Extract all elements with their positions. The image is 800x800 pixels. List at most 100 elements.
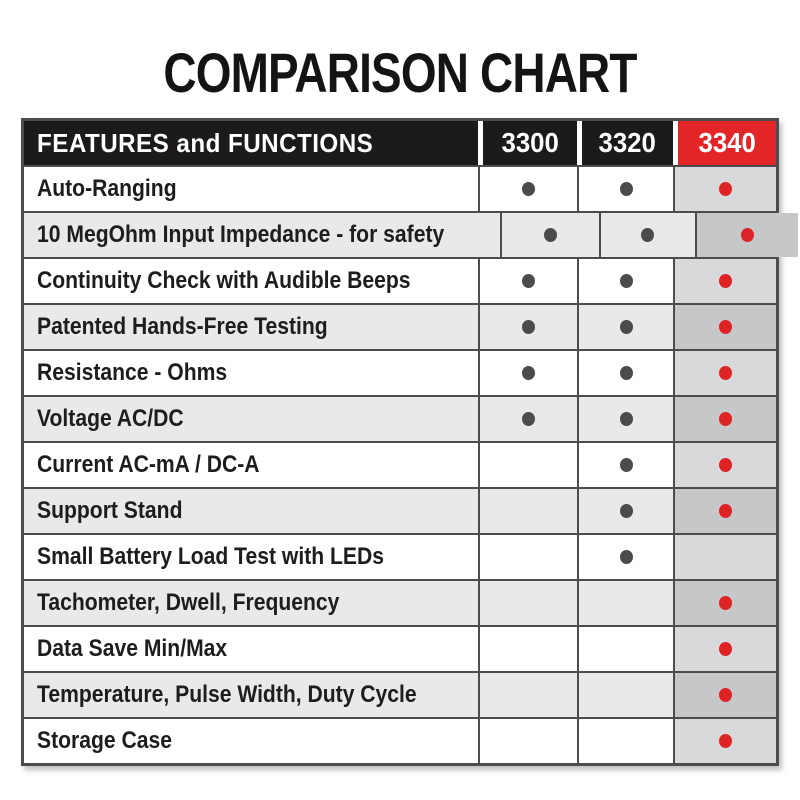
feature-present-cell xyxy=(673,259,776,303)
table-row: Tachometer, Dwell, Frequency xyxy=(24,579,776,625)
feature-present-cell xyxy=(478,167,577,211)
feature-present-cell xyxy=(478,397,577,441)
table-row: Current AC-mA / DC-A xyxy=(24,441,776,487)
feature-present-cell xyxy=(598,213,695,257)
feature-label-cell: Temperature, Pulse Width, Duty Cycle xyxy=(24,673,478,717)
dot-icon xyxy=(522,412,535,426)
feature-absent-cell xyxy=(577,719,673,763)
features-column-header-label: FEATURES and FUNCTIONS xyxy=(37,127,374,158)
feature-present-cell xyxy=(673,581,776,625)
dot-icon xyxy=(719,366,732,380)
feature-label-cell: Patented Hands-Free Testing xyxy=(24,305,478,349)
dot-icon xyxy=(619,182,633,196)
feature-absent-cell xyxy=(478,443,577,487)
feature-label: Data Save Min/Max xyxy=(37,635,228,662)
feature-present-cell xyxy=(673,443,776,487)
feature-present-cell xyxy=(577,489,673,533)
feature-present-cell xyxy=(577,397,673,441)
feature-absent-cell xyxy=(478,673,577,717)
dot-icon xyxy=(719,458,732,472)
dot-icon xyxy=(719,688,732,702)
feature-present-cell xyxy=(673,627,776,671)
dot-icon xyxy=(619,550,633,564)
feature-label: Support Stand xyxy=(37,497,183,524)
table-row: Storage Case xyxy=(24,717,776,763)
table-row: Small Battery Load Test with LEDs xyxy=(24,533,776,579)
comparison-table: FEATURES and FUNCTIONS 3300 3320 3340 Au… xyxy=(21,118,798,766)
dot-icon xyxy=(719,182,732,196)
product-column-header-label: 3300 xyxy=(501,127,559,158)
feature-present-cell xyxy=(577,351,673,395)
feature-label: Tachometer, Dwell, Frequency xyxy=(37,589,340,616)
feature-label: Patented Hands-Free Testing xyxy=(37,313,328,340)
product-column-header-3340-highlighted: 3340 xyxy=(678,121,776,165)
feature-label-cell: Data Save Min/Max xyxy=(24,627,478,671)
feature-label-cell: Storage Case xyxy=(24,719,478,763)
feature-label: Auto-Ranging xyxy=(37,175,177,202)
table-row: Voltage AC/DC xyxy=(24,395,776,441)
dot-icon xyxy=(522,320,535,334)
feature-absent-cell xyxy=(478,627,577,671)
product-column-header-label: 3340 xyxy=(698,127,756,158)
feature-label: Small Battery Load Test with LEDs xyxy=(37,543,384,570)
feature-label-cell: Voltage AC/DC xyxy=(24,397,478,441)
table-row: Data Save Min/Max xyxy=(24,625,776,671)
table-row: Patented Hands-Free Testing xyxy=(24,303,776,349)
feature-present-cell xyxy=(577,167,673,211)
page-title: COMPARISON CHART xyxy=(163,41,637,104)
table-header-row: FEATURES and FUNCTIONS 3300 3320 3340 xyxy=(24,121,776,165)
feature-label-cell: Tachometer, Dwell, Frequency xyxy=(24,581,478,625)
feature-present-cell xyxy=(478,259,577,303)
product-column-header-3320: 3320 xyxy=(582,121,673,165)
feature-label-cell: Resistance - Ohms xyxy=(24,351,478,395)
feature-label-cell: Auto-Ranging xyxy=(24,167,478,211)
table-row: Temperature, Pulse Width, Duty Cycle xyxy=(24,671,776,717)
feature-present-cell xyxy=(673,167,776,211)
feature-present-cell xyxy=(577,535,673,579)
dot-icon xyxy=(619,458,633,472)
feature-present-cell xyxy=(478,305,577,349)
dot-icon xyxy=(619,366,633,380)
feature-absent-cell xyxy=(577,627,673,671)
product-column-header-3300: 3300 xyxy=(483,121,577,165)
feature-label-cell: Small Battery Load Test with LEDs xyxy=(24,535,478,579)
feature-label: Resistance - Ohms xyxy=(37,359,228,386)
dot-icon xyxy=(641,228,655,242)
dot-icon xyxy=(740,228,754,242)
feature-present-cell xyxy=(694,213,798,257)
feature-present-cell xyxy=(673,489,776,533)
dot-icon xyxy=(543,228,557,242)
feature-absent-cell xyxy=(478,535,577,579)
feature-absent-cell xyxy=(577,673,673,717)
table-row: 10 MegOhm Input Impedance - for safety xyxy=(24,211,798,257)
dot-icon xyxy=(522,274,535,288)
dot-icon xyxy=(719,320,732,334)
table-row: Auto-Ranging xyxy=(24,165,776,211)
feature-label-cell: Continuity Check with Audible Beeps xyxy=(24,259,478,303)
table-row: Continuity Check with Audible Beeps xyxy=(24,257,776,303)
dot-icon xyxy=(719,734,732,748)
feature-label: Continuity Check with Audible Beeps xyxy=(37,267,411,294)
dot-icon xyxy=(719,596,732,610)
feature-label: Current AC-mA / DC-A xyxy=(37,451,260,478)
dot-icon xyxy=(719,642,732,656)
table-body: Auto-Ranging 10 MegOhm Input Impedance - … xyxy=(24,165,798,763)
feature-present-cell xyxy=(577,443,673,487)
feature-label: Storage Case xyxy=(37,727,172,754)
feature-present-cell xyxy=(673,673,776,717)
feature-absent-cell xyxy=(478,581,577,625)
feature-absent-cell xyxy=(478,489,577,533)
feature-label: 10 MegOhm Input Impedance - for safety xyxy=(37,221,445,248)
feature-label: Voltage AC/DC xyxy=(37,405,184,432)
table-row: Resistance - Ohms xyxy=(24,349,776,395)
feature-absent-cell xyxy=(478,719,577,763)
feature-present-cell xyxy=(673,351,776,395)
dot-icon xyxy=(619,412,633,426)
product-column-header-label: 3320 xyxy=(598,127,657,158)
feature-present-cell xyxy=(577,259,673,303)
feature-present-cell xyxy=(577,305,673,349)
dot-icon xyxy=(522,182,535,196)
feature-label-cell: Support Stand xyxy=(24,489,478,533)
feature-present-cell xyxy=(499,213,599,257)
feature-present-cell xyxy=(673,305,776,349)
